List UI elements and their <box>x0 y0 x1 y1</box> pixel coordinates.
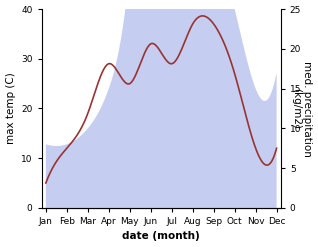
Y-axis label: med. precipitation
(kg/m2): med. precipitation (kg/m2) <box>291 61 313 156</box>
Y-axis label: max temp (C): max temp (C) <box>5 73 16 144</box>
X-axis label: date (month): date (month) <box>122 231 200 242</box>
